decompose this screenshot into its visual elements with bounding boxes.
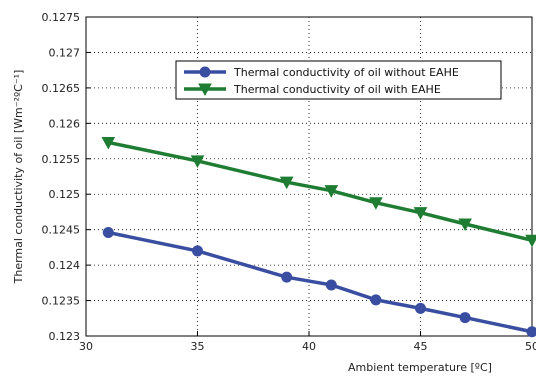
x-tick-label: 30 [79, 340, 93, 353]
data-point [101, 136, 116, 150]
data-point [190, 155, 205, 168]
data-point [458, 218, 472, 232]
y-axis-label: Thermal conductivity of oil [Wm⁻²ºC⁻¹] [12, 70, 25, 285]
y-tick-label: 0.123 [49, 330, 81, 343]
legend-entry: Thermal conductivity of oil with EAHE [233, 83, 441, 96]
x-axis-label: Ambient temperature [ºC] [348, 361, 492, 374]
data-point [324, 185, 339, 198]
data-point [459, 312, 471, 324]
y-tick-label: 0.1235 [42, 295, 81, 308]
y-axis-ticks: 0.123 0.1235 0.124 0.1245 0.125 0.1255 0.126 0.… [42, 11, 91, 343]
series [101, 136, 536, 248]
series [102, 227, 536, 338]
y-tick-label: 0.1275 [42, 11, 81, 24]
y-tick-label: 0.125 [49, 188, 81, 201]
data-point [102, 227, 114, 239]
legend-swatch-marker [199, 66, 211, 78]
legend: Thermal conductivity of oil without EAHE… [175, 60, 502, 100]
x-tick-label: 50 [525, 340, 536, 353]
series-line [107, 140, 533, 243]
y-tick-label: 0.126 [49, 117, 81, 130]
data-point [279, 176, 294, 190]
data-point [526, 326, 536, 338]
x-axis-ticks: 30 35 40 45 50 [79, 331, 536, 353]
legend-entry: Thermal conductivity of oil without EAHE [233, 66, 459, 79]
data-point [415, 302, 426, 314]
data-point [325, 279, 337, 291]
data-point [281, 271, 293, 283]
x-tick-label: 35 [191, 340, 205, 353]
y-tick-label: 0.127 [49, 46, 81, 59]
data-point [413, 207, 428, 220]
y-tick-label: 0.1265 [42, 82, 81, 95]
data-point [525, 234, 536, 248]
data-point [192, 245, 203, 257]
y-tick-label: 0.1245 [42, 224, 81, 237]
legend-swatch-marker [198, 83, 212, 97]
x-tick-label: 40 [302, 340, 316, 353]
data-point [369, 197, 383, 210]
series-line [107, 230, 533, 334]
y-tick-label: 0.1255 [42, 153, 81, 166]
legend-box [175, 60, 502, 100]
y-tick-label: 0.124 [49, 259, 81, 272]
series-layer [101, 136, 536, 338]
data-point [370, 294, 382, 306]
x-tick-label: 45 [414, 340, 428, 353]
